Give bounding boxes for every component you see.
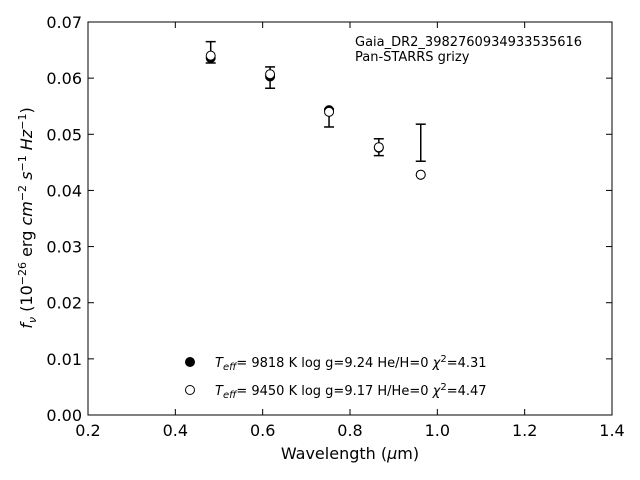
error-bar xyxy=(415,123,426,162)
y-tick-label: 0.03 xyxy=(46,238,82,257)
plot-frame xyxy=(87,21,613,416)
y-tick-label: 0.04 xyxy=(46,181,82,200)
x-tick-label: 1.0 xyxy=(425,421,450,440)
point-open xyxy=(324,106,335,117)
point-open xyxy=(373,142,384,153)
y-axis-label: fν (10−26 erg cm−2 s−1 Hz−1) xyxy=(16,107,39,328)
x-axis-label: Wavelength (μm) xyxy=(281,444,419,463)
legend-marker xyxy=(185,385,195,395)
y-axis-ticks: 0.00 0.01 0.02 0.03 0.04 0.05 0.06 0.07 xyxy=(46,13,612,425)
x-tick-label: 0.8 xyxy=(337,421,362,440)
point-open xyxy=(205,50,216,61)
point-open xyxy=(265,69,276,80)
point-open xyxy=(415,169,426,180)
x-tick-label: 0.6 xyxy=(250,421,275,440)
annotation-object-name: Gaia_DR2_3982760934933535616 xyxy=(355,35,582,50)
legend: Teff= 9818 K log g=9.24 He/H=0 χ2=4.31 Te… xyxy=(185,354,487,401)
data-points xyxy=(205,50,426,180)
annotation-survey: Pan-STARRS grizy xyxy=(355,50,470,65)
x-tick-label: 1.2 xyxy=(512,421,537,440)
x-tick-label: 0.4 xyxy=(163,421,188,440)
y-tick-label: 0.06 xyxy=(46,69,82,88)
legend-entry: Teff= 9450 K log g=9.17 H/He=0 χ2=4.47 xyxy=(215,382,487,401)
y-tick-label: 0.02 xyxy=(46,294,82,313)
y-tick-label: 0.00 xyxy=(46,406,82,425)
legend-marker xyxy=(185,357,195,367)
y-tick-label: 0.07 xyxy=(46,13,82,32)
y-tick-label: 0.05 xyxy=(46,125,82,144)
x-tick-label: 1.4 xyxy=(599,421,624,440)
legend-entry: Teff= 9818 K log g=9.24 He/H=0 χ2=4.31 xyxy=(215,354,487,373)
x-axis-ticks: 0.2 0.4 0.6 0.8 1.0 1.2 1.4 xyxy=(75,22,625,440)
y-tick-label: 0.01 xyxy=(46,350,82,369)
x-tick-label: 0.2 xyxy=(75,421,100,440)
